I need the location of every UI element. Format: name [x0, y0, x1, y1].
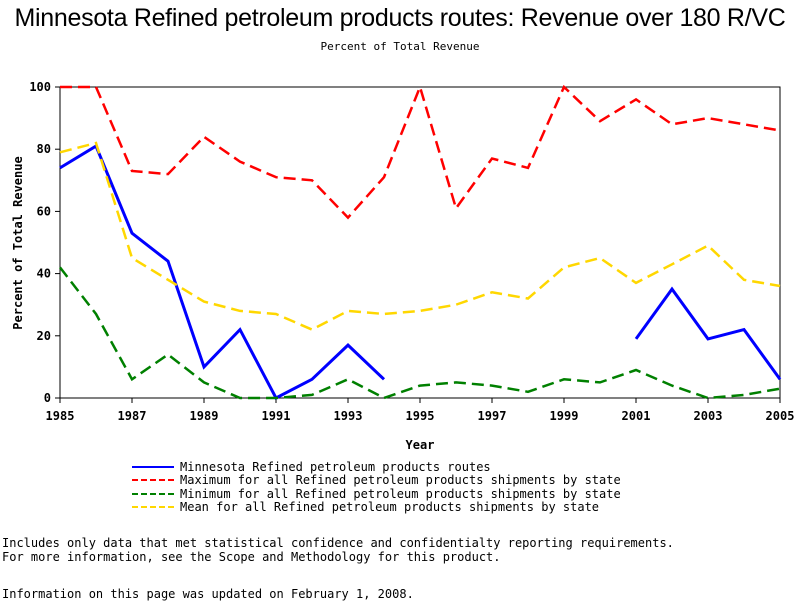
x-tick-label: 1987 [118, 409, 147, 423]
y-axis-label: Percent of Total Revenue [11, 156, 25, 329]
tick-labels: 0 20 40 60 80 100 1985 1987 1989 1991 1993 1995 1997… [29, 80, 794, 423]
footnote-line: For more information, see the Scope and … [2, 550, 501, 564]
legend-item: Mean for all Refined petroleum products … [132, 500, 621, 515]
x-tick-label: 1991 [262, 409, 291, 423]
y-tick-label: 0 [44, 391, 51, 405]
axes [55, 86, 781, 403]
x-tick-label: 1997 [478, 409, 507, 423]
y-tick-label: 60 [37, 204, 51, 218]
chart-subtitle: Percent of Total Revenue [320, 40, 480, 53]
legend-label: Minnesota Refined petroleum products rou… [180, 459, 491, 474]
footnote-line: Includes only data that met statistical … [2, 536, 674, 550]
series-line-0 [634, 286, 782, 381]
y-tick-label: 80 [37, 142, 51, 156]
x-tick-label: 1995 [406, 409, 435, 423]
series-line-3 [59, 141, 781, 331]
legend-label: Maximum for all Refined petroleum produc… [180, 473, 621, 488]
x-tick-label: 2001 [622, 409, 651, 423]
update-note: Information on this page was updated on … [2, 587, 414, 601]
x-tick-label: 2003 [694, 409, 723, 423]
series-layer [59, 83, 782, 401]
line-chart: 0 20 40 60 80 100 1985 1987 1989 1991 1993 1995 1997… [11, 80, 794, 452]
legend-item: Maximum for all Refined petroleum produc… [132, 473, 621, 488]
legend-swatch [132, 479, 174, 482]
footnotes: Includes only data that met statistical … [2, 536, 674, 564]
y-tick-label: 40 [37, 267, 51, 281]
legend-item: Minimum for all Refined petroleum produc… [132, 487, 621, 501]
y-tick-label: 20 [37, 329, 51, 343]
plot-frame [59, 86, 781, 399]
x-tick-label: 2005 [766, 409, 795, 423]
series-line-0 [59, 143, 386, 401]
legend-swatch [132, 465, 174, 468]
legend-label: Mean for all Refined petroleum products … [180, 500, 600, 515]
x-tick-label: 1985 [46, 409, 75, 423]
legend-swatch [132, 492, 174, 495]
legend-label: Minimum for all Refined petroleum produc… [180, 486, 621, 501]
y-tick-label: 100 [29, 80, 51, 94]
legend-item: Minnesota Refined petroleum products rou… [132, 460, 621, 474]
series-line-1 [60, 83, 781, 220]
x-axis-label: Year [406, 438, 435, 452]
legend-swatch [132, 506, 174, 509]
x-tick-label: 1993 [334, 409, 363, 423]
x-tick-label: 1999 [550, 409, 579, 423]
chart-title: Minnesota Refined petroleum products rou… [14, 4, 786, 32]
series-line-2 [59, 266, 781, 400]
x-tick-label: 1989 [190, 409, 219, 423]
legend: Minnesota Refined petroleum products rou… [132, 460, 621, 514]
